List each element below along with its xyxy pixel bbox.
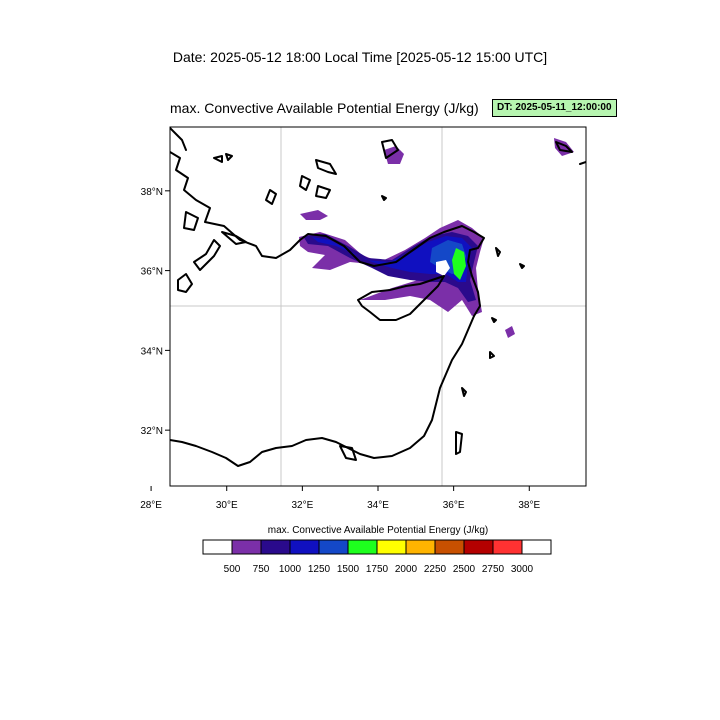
island-2 <box>177 273 193 293</box>
cape-shading <box>299 138 574 338</box>
map-title: max. Convective Available Potential Ener… <box>170 100 479 116</box>
colorbar-level-label: 2750 <box>482 564 505 575</box>
coast-cyprus <box>357 275 445 321</box>
island-14 <box>461 387 467 397</box>
cape-blob-north-1 <box>300 210 328 220</box>
island-7 <box>315 185 331 199</box>
lon-label: 36°E <box>443 500 465 511</box>
colorbar-level-label: 1250 <box>308 564 331 575</box>
date-title: Date: 2025-05-12 18:00 Local Time [2025-… <box>172 49 548 65</box>
colorbar-swatch <box>405 539 436 555</box>
map-axes: 38°N 36°N 34°N 32°N 28°E 30°E 32°E 34°E 36°E 38°E <box>140 187 540 511</box>
island-crete-north <box>170 127 187 151</box>
colorbar-swatch <box>492 539 523 555</box>
colorbar-level-label: 2250 <box>424 564 447 575</box>
colorbar-level-label: 3000 <box>511 564 534 575</box>
island-3 <box>221 231 247 245</box>
colorbar-labels: 500 750 1000 1250 1500 1750 2000 2250 2500 2750 30… <box>224 564 534 575</box>
lon-label: 34°E <box>367 500 389 511</box>
island-18 <box>339 445 357 461</box>
coast-levant <box>170 315 475 467</box>
colorbar-swatch <box>231 539 262 555</box>
colorbar-level-label: 750 <box>253 564 270 575</box>
island-16 <box>519 263 525 269</box>
island-10 <box>213 155 223 163</box>
island-20 <box>381 195 387 201</box>
cape-blob-north-2 <box>384 146 404 164</box>
lon-label: 30°E <box>216 500 238 511</box>
island-17 <box>579 161 586 165</box>
colorbar-level-label: 500 <box>224 564 241 575</box>
island-8 <box>315 159 337 175</box>
island-11 <box>225 153 233 161</box>
colorbar-swatch <box>463 539 494 555</box>
colorbar-title: max. Convective Available Potential Ener… <box>268 525 488 536</box>
colorbar-swatch <box>521 539 552 555</box>
colorbar-level-label: 1000 <box>279 564 302 575</box>
lat-label: 38°N <box>141 187 163 198</box>
lon-label: 32°E <box>291 500 313 511</box>
lon-label: 28°E <box>140 500 162 511</box>
island-4 <box>183 211 199 231</box>
island-19 <box>495 247 501 257</box>
lat-label: 32°N <box>141 426 163 437</box>
island-21 <box>491 317 497 323</box>
colorbar-level-label: 1750 <box>366 564 389 575</box>
coast-turkey-south <box>170 151 485 317</box>
lat-label: 36°N <box>141 267 163 278</box>
island-9 <box>381 139 399 159</box>
colorbar <box>202 539 552 555</box>
colorbar-swatch <box>289 539 320 555</box>
colorbar-swatch <box>376 539 407 555</box>
colorbar-level-label: 2500 <box>453 564 476 575</box>
lon-label: 38°E <box>518 500 540 511</box>
colorbar-swatch <box>347 539 378 555</box>
colorbar-swatch <box>202 539 233 555</box>
cape-blob-east <box>505 326 515 338</box>
lat-label: 34°N <box>141 346 163 357</box>
cape-blob-northeast <box>554 138 574 156</box>
island-15 <box>489 351 495 359</box>
cape-contour-1000 <box>312 236 472 282</box>
colorbar-level-label: 2000 <box>395 564 418 575</box>
island-13 <box>455 431 463 455</box>
colorbar-swatch <box>434 539 465 555</box>
island-12 <box>555 141 573 153</box>
colorbar-swatch <box>260 539 291 555</box>
dt-badge: DT: 2025-05-11_12:00:00 <box>492 99 617 117</box>
cape-hole <box>436 260 450 276</box>
island-5 <box>265 189 277 205</box>
cape-contour-1500 <box>452 248 466 280</box>
island-6 <box>299 175 311 191</box>
island-1 <box>193 239 221 271</box>
colorbar-level-label: 1500 <box>337 564 360 575</box>
coastlines <box>170 127 586 467</box>
colorbar-swatch <box>318 539 349 555</box>
map-area <box>170 127 586 486</box>
